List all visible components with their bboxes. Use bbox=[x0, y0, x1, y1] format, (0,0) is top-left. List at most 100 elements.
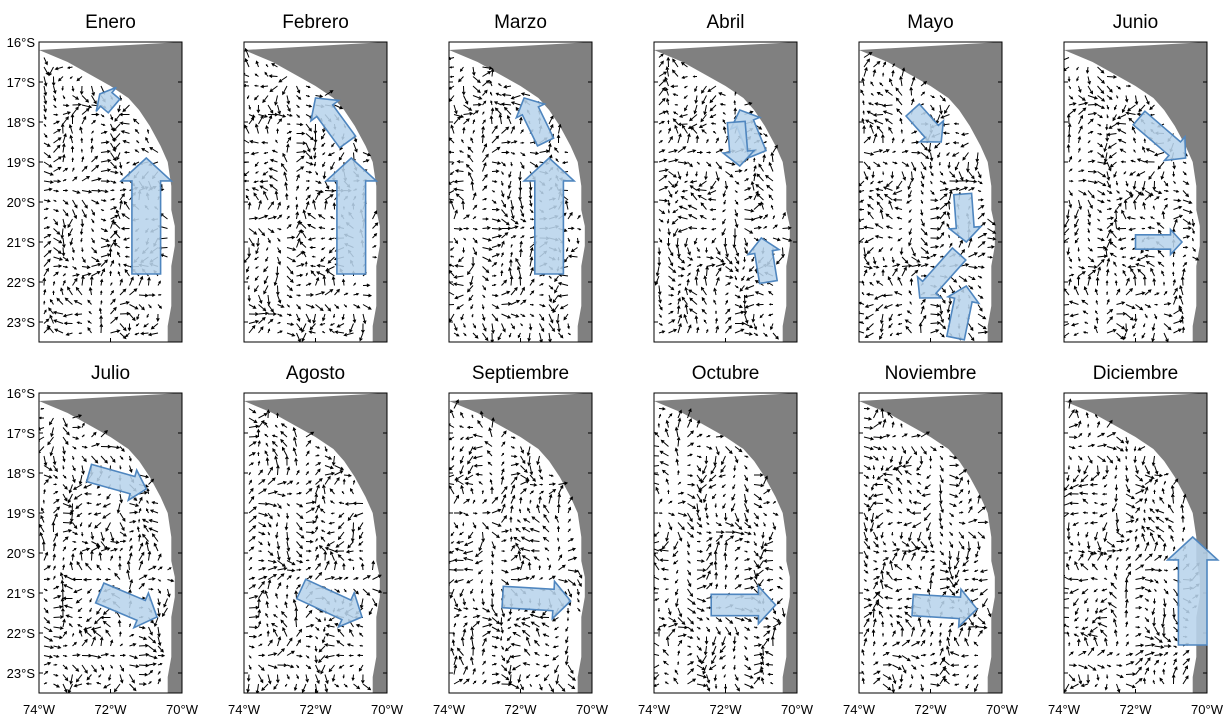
lon-tick-label: 72°W bbox=[505, 702, 538, 717]
lon-tick-label: 74°W bbox=[1048, 702, 1081, 717]
lat-tick-label: 20°S bbox=[7, 546, 36, 561]
lat-tick-label: 18°S bbox=[7, 466, 36, 481]
panel-title: Agosto bbox=[286, 363, 345, 384]
flow-arrow bbox=[947, 192, 983, 244]
lat-tick-label: 19°S bbox=[7, 155, 36, 170]
lat-tick-label: 18°S bbox=[7, 115, 36, 130]
flow-arrow bbox=[94, 582, 159, 630]
panel-octubre: Octubre 74°W 72°W 70°W bbox=[638, 363, 814, 717]
lat-tick-label: 22°S bbox=[7, 626, 36, 641]
lat-tick-label: 21°S bbox=[7, 586, 36, 601]
lat-tick-label: 23°S bbox=[7, 315, 36, 330]
flow-arrow bbox=[1132, 110, 1187, 162]
flow-arrow bbox=[746, 236, 782, 285]
flow-arrow bbox=[501, 579, 572, 621]
lon-tick-label: 74°W bbox=[638, 702, 671, 717]
lon-tick-label: 72°W bbox=[95, 702, 128, 717]
flow-arrow bbox=[720, 120, 757, 168]
current-vector-field bbox=[859, 51, 997, 342]
panel-enero: Enero 16°S 17°S 18°S 19°S 20°S 21°S 22°S 23°S bbox=[7, 12, 183, 343]
land-area bbox=[859, 393, 1002, 693]
current-vector-field bbox=[42, 57, 168, 340]
panel-title: Mayo bbox=[907, 12, 953, 33]
flow-arrow bbox=[1134, 227, 1184, 257]
lon-tick-label: 70°W bbox=[1191, 702, 1224, 717]
land-area bbox=[39, 393, 182, 693]
panel-title: Junio bbox=[1113, 12, 1158, 33]
panel-marzo: Marzo bbox=[448, 12, 593, 343]
current-vector-field bbox=[244, 47, 379, 342]
lon-tick-label: 72°W bbox=[1120, 702, 1153, 717]
current-vector-field bbox=[449, 399, 583, 693]
current-vector-field bbox=[861, 407, 992, 693]
flow-arrow bbox=[514, 97, 555, 147]
flow-arrow bbox=[1165, 535, 1220, 646]
panel-agosto: Agosto 74°W 72°W 70°W bbox=[228, 363, 404, 717]
lon-tick-label: 72°W bbox=[915, 702, 948, 717]
flow-arrow bbox=[916, 246, 967, 299]
lon-tick-label: 74°W bbox=[23, 702, 56, 717]
panel-mayo: Mayo bbox=[858, 12, 1003, 343]
panel-abril: Abril bbox=[653, 12, 798, 343]
lon-tick-label: 70°W bbox=[371, 702, 404, 717]
flow-arrow bbox=[710, 584, 777, 626]
lon-tick-label: 74°W bbox=[228, 702, 261, 717]
land-area bbox=[244, 393, 387, 693]
lat-tick-label: 16°S bbox=[7, 386, 36, 401]
current-vector-field bbox=[1064, 57, 1200, 342]
lon-tick-label: 70°W bbox=[986, 702, 1019, 717]
panel-title: Noviembre bbox=[885, 363, 977, 384]
lat-tick-label: 22°S bbox=[7, 275, 36, 290]
lon-tick-label: 72°W bbox=[710, 702, 743, 717]
lat-tick-label: 20°S bbox=[7, 195, 36, 210]
lat-tick-label: 21°S bbox=[7, 235, 36, 250]
panel-title: Abril bbox=[706, 12, 744, 33]
lon-tick-label: 72°W bbox=[300, 702, 333, 717]
flow-arrow bbox=[85, 463, 148, 502]
lat-tick-label: 23°S bbox=[7, 666, 36, 681]
panel-title: Marzo bbox=[494, 12, 547, 33]
land-area bbox=[859, 42, 1002, 342]
flow-arrow bbox=[522, 156, 577, 275]
lon-tick-label: 74°W bbox=[843, 702, 876, 717]
flow-arrow bbox=[119, 156, 174, 275]
flow-arrow bbox=[324, 156, 379, 275]
land-area bbox=[1064, 42, 1207, 342]
current-vector-field bbox=[1064, 398, 1200, 693]
flow-arrow bbox=[95, 86, 121, 114]
panel-title: Enero bbox=[85, 12, 136, 33]
panel-title: Diciembre bbox=[1093, 363, 1179, 384]
lat-tick-label: 19°S bbox=[7, 506, 36, 521]
panel-diciembre: Diciembre 74°W 72°W 70°W bbox=[1048, 363, 1224, 717]
panel-title: Octubre bbox=[692, 363, 760, 384]
panel-title: Julio bbox=[91, 363, 130, 384]
panel-title: Septiembre bbox=[472, 363, 569, 384]
land-area bbox=[39, 42, 182, 342]
panel-junio: Junio bbox=[1063, 12, 1208, 343]
land-area bbox=[654, 42, 797, 342]
flow-arrow bbox=[945, 284, 981, 341]
land-area bbox=[449, 42, 592, 342]
flow-arrow bbox=[309, 97, 357, 149]
land-area bbox=[654, 393, 797, 693]
lon-tick-label: 70°W bbox=[781, 702, 814, 717]
current-vector-field bbox=[246, 408, 383, 693]
flow-arrow bbox=[911, 587, 979, 629]
current-vector-field bbox=[654, 407, 786, 692]
flow-arrow bbox=[904, 102, 945, 143]
panel-febrero: Febrero bbox=[243, 12, 388, 343]
flow-arrow bbox=[295, 578, 363, 629]
lon-tick-label: 74°W bbox=[433, 702, 466, 717]
lon-tick-label: 70°W bbox=[576, 702, 609, 717]
land-area bbox=[1064, 393, 1207, 693]
land-area bbox=[449, 393, 592, 693]
lat-tick-label: 16°S bbox=[7, 35, 36, 50]
lat-tick-label: 17°S bbox=[7, 75, 36, 90]
panel-title: Febrero bbox=[282, 12, 349, 33]
current-vector-field bbox=[39, 407, 175, 693]
panel-julio: Julio 16°S 17°S 18°S 19°S 20°S 21°S 22°S 23°S 74°… bbox=[7, 363, 199, 717]
panel-septiembre: Septiembre 74°W 72°W 70°W bbox=[433, 363, 609, 717]
land-area bbox=[244, 42, 387, 342]
lat-tick-label: 17°S bbox=[7, 426, 36, 441]
